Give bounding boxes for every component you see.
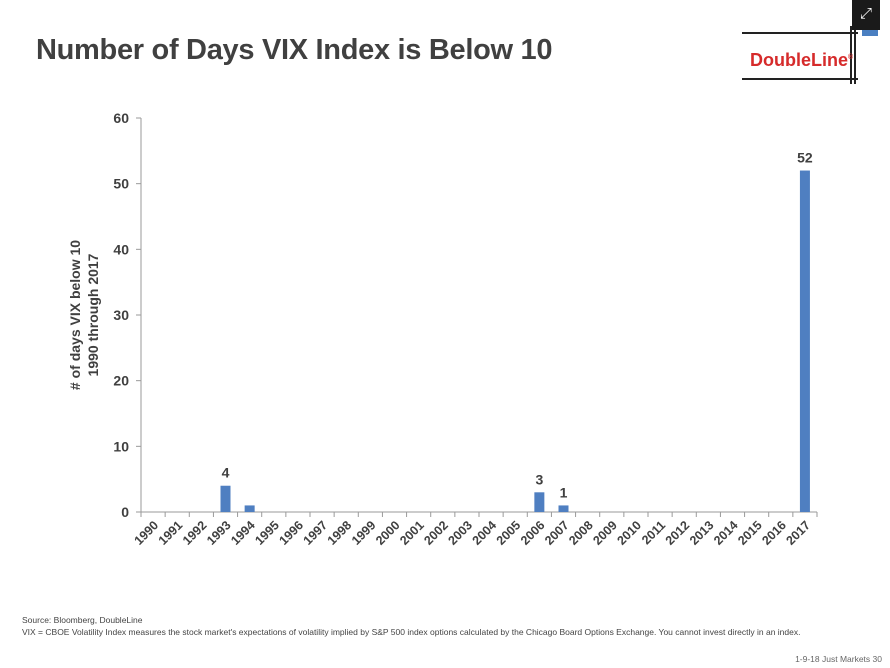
y-tick-label: 20 bbox=[113, 373, 129, 389]
y-tick-label: 10 bbox=[113, 438, 129, 454]
x-tick-label-2015: 2015 bbox=[735, 518, 765, 548]
bar-chart: 0 10 20 30 40 50 60 # of days VIX below 10 1990 … bbox=[67, 110, 818, 548]
expand-arrows-icon[interactable]: ⤢ bbox=[852, 0, 880, 30]
x-tick-label-1992: 1992 bbox=[180, 518, 210, 548]
y-tick-label: 30 bbox=[113, 307, 129, 323]
x-tick-label-2007: 2007 bbox=[542, 518, 572, 548]
y-tick-label: 40 bbox=[113, 241, 129, 257]
footer-notes: Source: Bloomberg, DoubleLine VIX = CBOE… bbox=[22, 614, 822, 638]
y-axis-label-line2: 1990 through 2017 bbox=[85, 253, 101, 376]
x-tick-label-1995: 1995 bbox=[252, 518, 282, 548]
data-label-2006: 3 bbox=[535, 471, 543, 487]
bar-2006 bbox=[534, 492, 545, 512]
x-tick-label-2010: 2010 bbox=[614, 518, 644, 548]
y-tick-label: 0 bbox=[121, 504, 129, 520]
x-tick-label-2008: 2008 bbox=[566, 518, 596, 548]
corner-accent bbox=[862, 30, 878, 36]
x-tick-label-2017: 2017 bbox=[783, 518, 813, 548]
x-tick-label-2003: 2003 bbox=[445, 518, 475, 548]
x-tick-label-1996: 1996 bbox=[276, 518, 306, 548]
page-title: Number of Days VIX Index is Below 10 bbox=[36, 34, 553, 66]
x-tick-label-2012: 2012 bbox=[663, 518, 693, 548]
logo-line bbox=[742, 78, 858, 80]
x-tick-label-2009: 2009 bbox=[590, 518, 620, 548]
x-tick-label-2016: 2016 bbox=[759, 518, 789, 548]
bar-2017 bbox=[799, 170, 810, 513]
y-tick-label: 50 bbox=[113, 176, 129, 192]
logo-line bbox=[854, 16, 856, 84]
x-tick-label-2002: 2002 bbox=[421, 518, 451, 548]
x-tick-label-1990: 1990 bbox=[132, 518, 162, 548]
y-tick-label: 60 bbox=[113, 110, 129, 126]
vix-definition-note: VIX = CBOE Volatility Index measures the… bbox=[22, 627, 801, 637]
y-axis-label-line1: # of days VIX below 10 bbox=[67, 240, 83, 390]
page-info: 1-9-18 Just Markets 30 bbox=[795, 654, 882, 664]
bar-1994 bbox=[244, 505, 255, 512]
x-tick-label-2001: 2001 bbox=[397, 518, 427, 548]
doubleline-logo: DoubleLine® bbox=[742, 16, 862, 86]
x-tick-label-2004: 2004 bbox=[470, 518, 500, 548]
x-tick-label-1999: 1999 bbox=[349, 518, 379, 548]
x-tick-label-1993: 1993 bbox=[204, 518, 234, 548]
x-tick-label-1998: 1998 bbox=[325, 518, 355, 548]
data-label-1993: 4 bbox=[222, 465, 230, 481]
data-label-2007: 1 bbox=[560, 484, 568, 500]
x-tick-label-2013: 2013 bbox=[687, 518, 717, 548]
data-label-2017: 52 bbox=[797, 150, 813, 166]
x-tick-label-2000: 2000 bbox=[373, 518, 403, 548]
bar-1993 bbox=[220, 485, 231, 512]
x-tick-label-2006: 2006 bbox=[518, 518, 548, 548]
x-tick-label-2014: 2014 bbox=[711, 518, 741, 548]
x-tick-label-1994: 1994 bbox=[228, 518, 258, 548]
x-tick-label-2005: 2005 bbox=[494, 518, 524, 548]
logo-line bbox=[850, 26, 852, 84]
x-tick-label-1991: 1991 bbox=[156, 518, 186, 548]
bar-2007 bbox=[558, 505, 569, 512]
x-tick-label-2011: 2011 bbox=[639, 518, 668, 547]
logo-text: DoubleLine® bbox=[750, 50, 854, 70]
x-tick-label-1997: 1997 bbox=[301, 518, 331, 548]
source-note: Source: Bloomberg, DoubleLine bbox=[22, 615, 143, 625]
logo-line bbox=[742, 32, 858, 34]
